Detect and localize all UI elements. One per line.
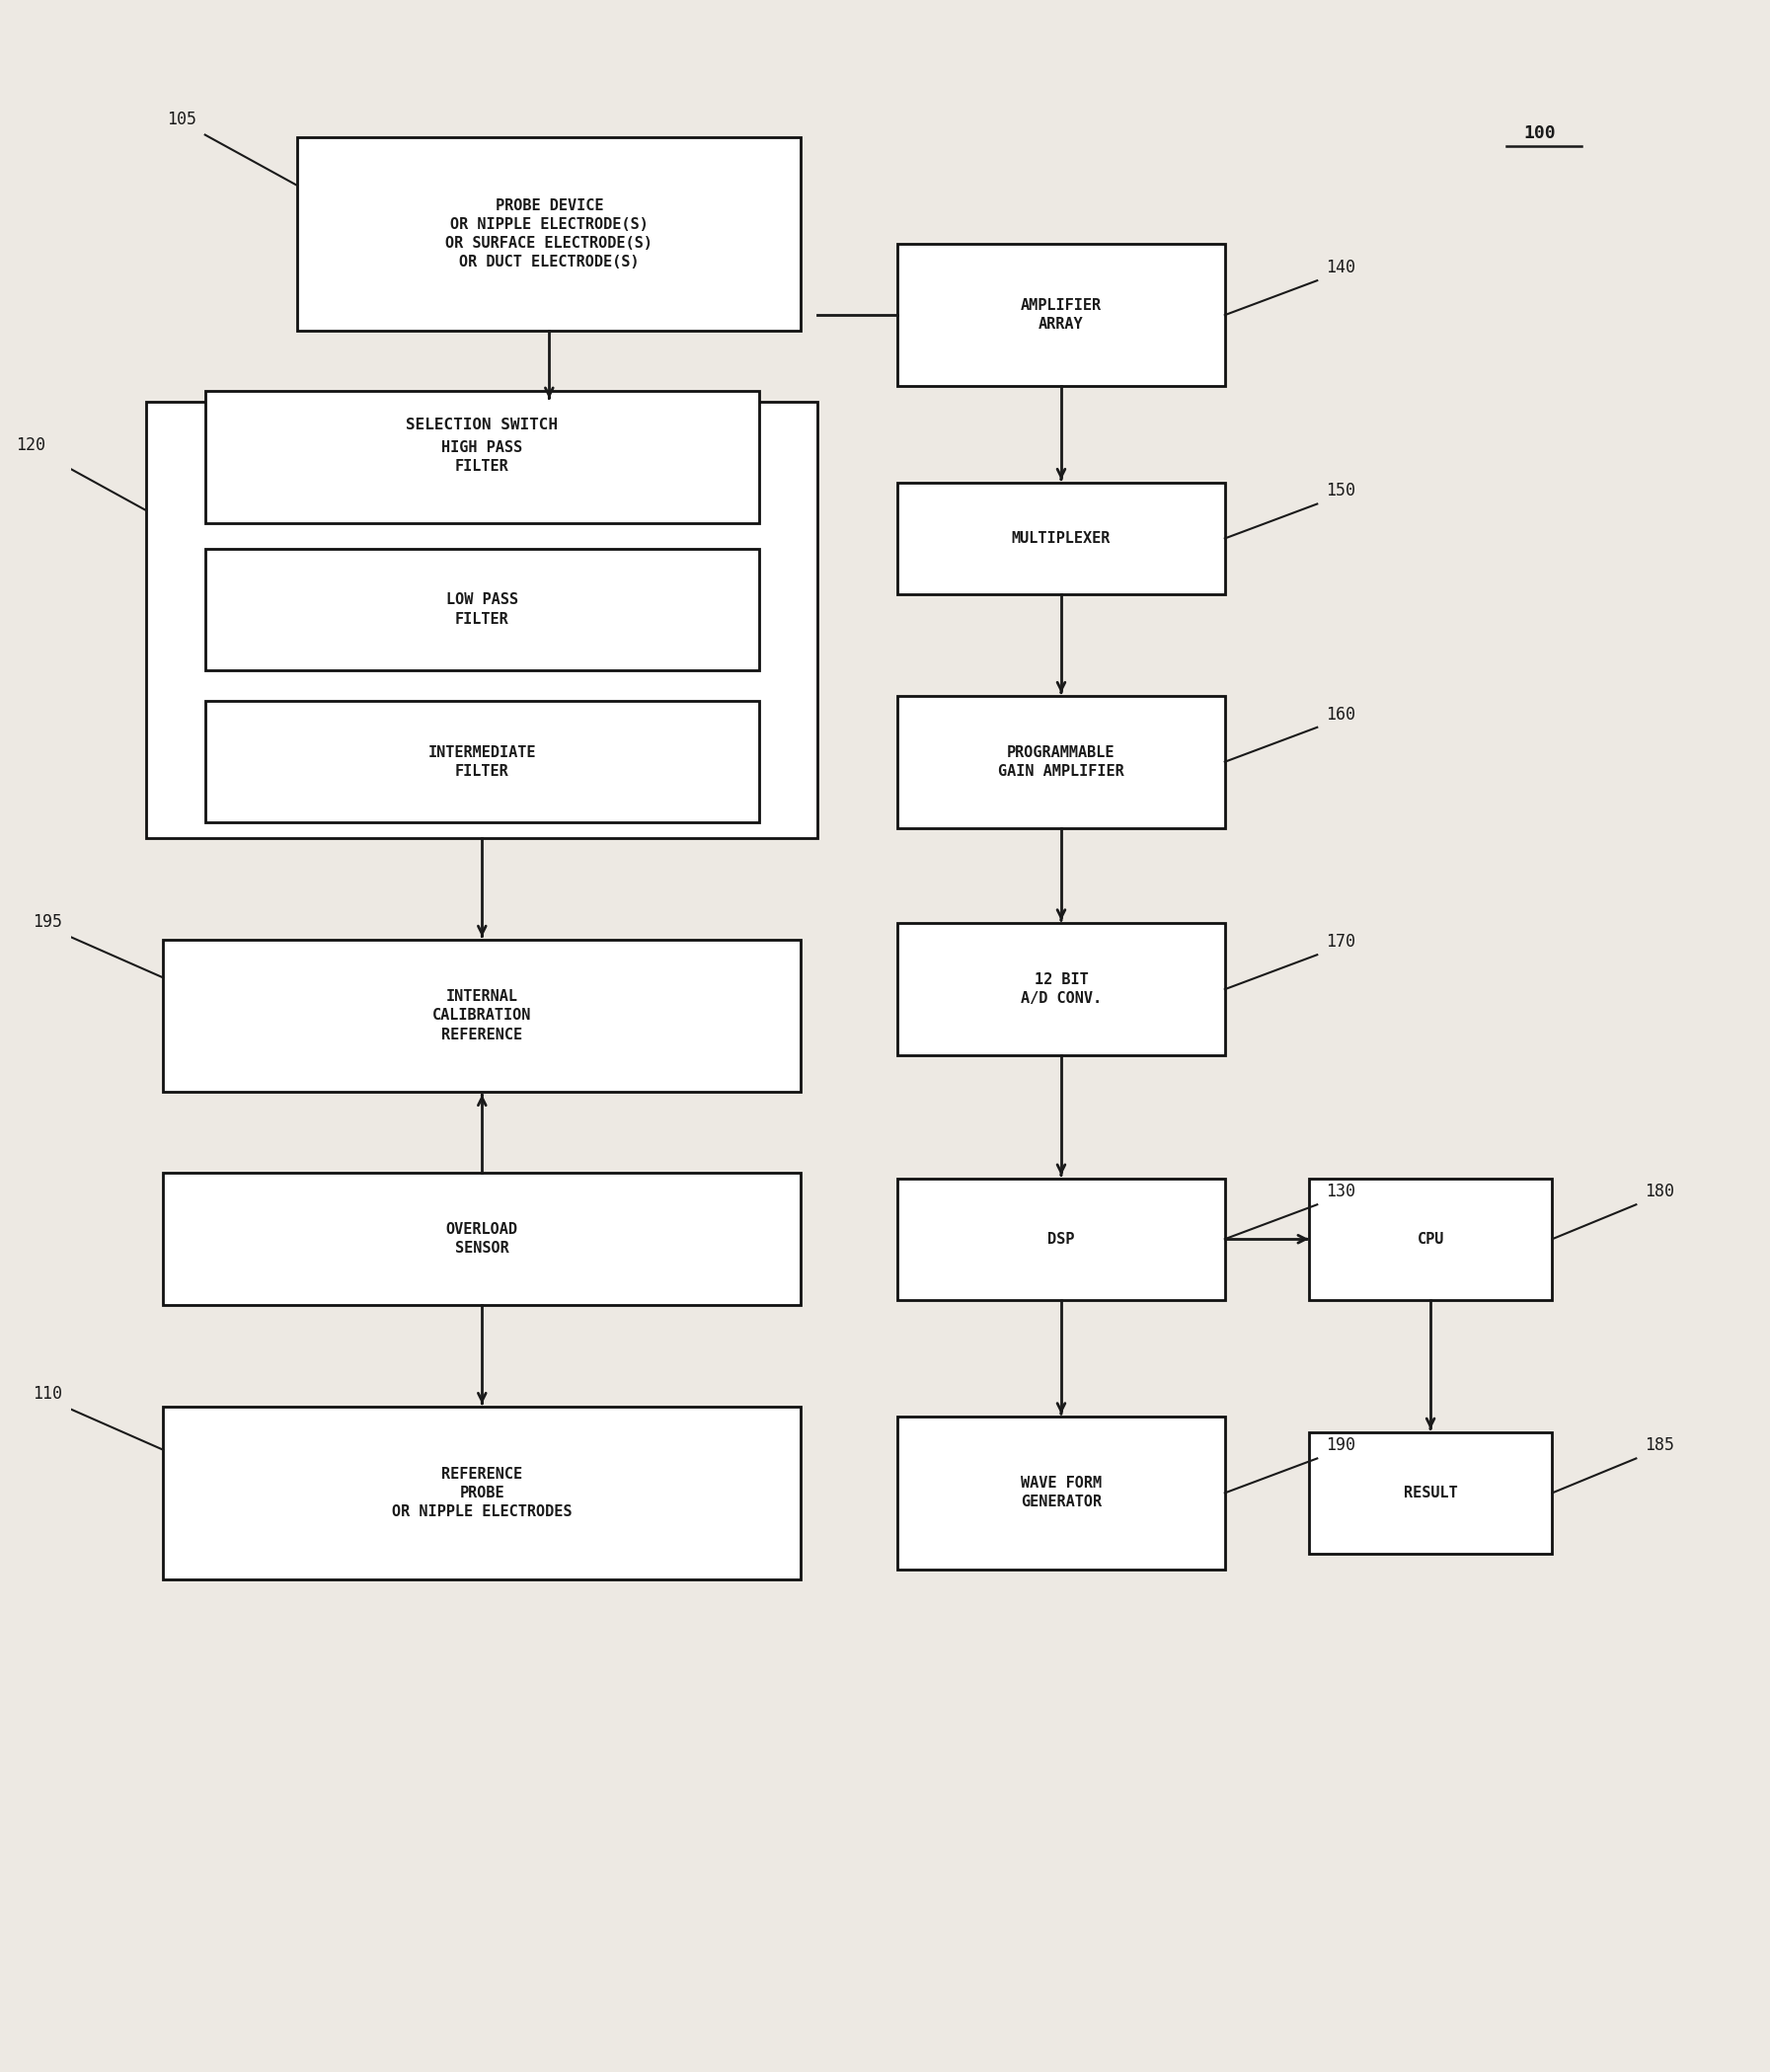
Text: MULTIPLEXER: MULTIPLEXER — [1012, 530, 1112, 545]
Text: DSP: DSP — [1048, 1231, 1074, 1247]
Text: HIGH PASS
FILTER: HIGH PASS FILTER — [441, 441, 522, 474]
Text: 160: 160 — [1326, 704, 1356, 723]
Text: 140: 140 — [1326, 259, 1356, 276]
Bar — [297, 137, 802, 329]
Bar — [205, 700, 759, 823]
Text: 110: 110 — [34, 1386, 62, 1403]
Bar — [147, 402, 818, 837]
Text: OVERLOAD
SENSOR: OVERLOAD SENSOR — [446, 1222, 519, 1256]
Bar — [163, 1173, 802, 1305]
Bar — [897, 244, 1225, 385]
Text: 185: 185 — [1644, 1436, 1674, 1455]
Text: 100: 100 — [1524, 124, 1556, 143]
Text: 120: 120 — [16, 435, 46, 454]
Bar — [205, 549, 759, 671]
Text: RESULT: RESULT — [1404, 1486, 1457, 1500]
Text: SELECTION SWITCH: SELECTION SWITCH — [405, 419, 558, 433]
Bar — [163, 939, 802, 1092]
Text: WAVE FORM
GENERATOR: WAVE FORM GENERATOR — [1021, 1475, 1101, 1510]
Bar — [1308, 1179, 1552, 1299]
Bar — [897, 696, 1225, 829]
Text: 170: 170 — [1326, 932, 1356, 951]
Text: 130: 130 — [1326, 1183, 1356, 1200]
Bar — [897, 924, 1225, 1055]
Text: INTERMEDIATE
FILTER: INTERMEDIATE FILTER — [428, 746, 536, 779]
Text: 150: 150 — [1326, 483, 1356, 499]
Bar — [897, 1179, 1225, 1299]
Text: 195: 195 — [34, 914, 62, 930]
Text: PROGRAMMABLE
GAIN AMPLIFIER: PROGRAMMABLE GAIN AMPLIFIER — [998, 746, 1124, 779]
Text: PROBE DEVICE
OR NIPPLE ELECTRODE(S)
OR SURFACE ELECTRODE(S)
OR DUCT ELECTRODE(S): PROBE DEVICE OR NIPPLE ELECTRODE(S) OR S… — [446, 199, 653, 269]
Text: 12 BIT
A/D CONV.: 12 BIT A/D CONV. — [1021, 972, 1101, 1007]
Text: 105: 105 — [166, 112, 196, 128]
Text: 190: 190 — [1326, 1436, 1356, 1455]
Text: INTERNAL
CALIBRATION
REFERENCE: INTERNAL CALIBRATION REFERENCE — [432, 988, 531, 1042]
Text: AMPLIFIER
ARRAY: AMPLIFIER ARRAY — [1021, 298, 1101, 332]
Text: CPU: CPU — [1418, 1231, 1444, 1247]
Text: 180: 180 — [1644, 1183, 1674, 1200]
Bar — [897, 1417, 1225, 1569]
Bar — [1308, 1432, 1552, 1554]
Bar — [205, 392, 759, 524]
Bar — [163, 1407, 802, 1579]
Bar — [897, 483, 1225, 595]
Text: REFERENCE
PROBE
OR NIPPLE ELECTRODES: REFERENCE PROBE OR NIPPLE ELECTRODES — [391, 1467, 572, 1519]
Text: LOW PASS
FILTER: LOW PASS FILTER — [446, 593, 519, 626]
